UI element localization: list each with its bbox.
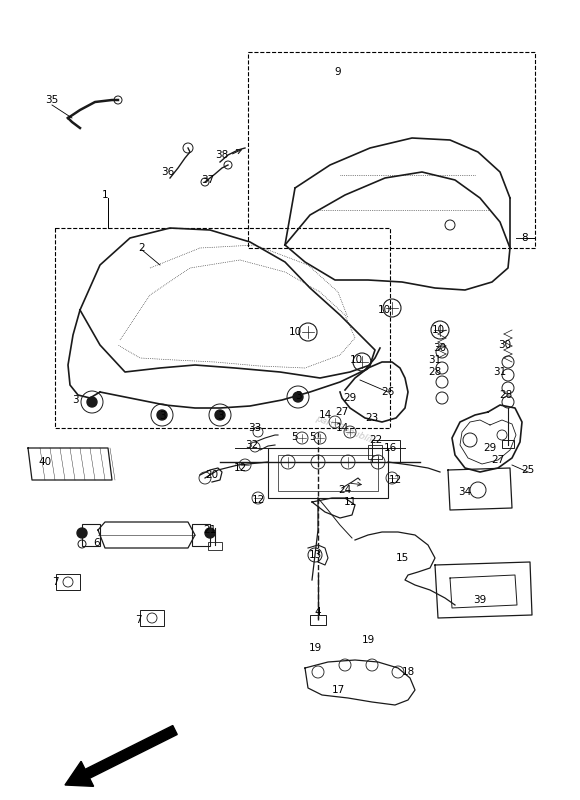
Circle shape	[205, 528, 215, 538]
Text: 28: 28	[499, 390, 513, 400]
Text: 27: 27	[491, 455, 505, 465]
Text: 18: 18	[401, 667, 415, 677]
Text: 21: 21	[204, 525, 216, 535]
Bar	[372, 440, 400, 462]
Text: 37: 37	[201, 175, 215, 185]
Text: 4: 4	[315, 607, 321, 617]
Bar	[310, 615, 326, 625]
Text: 16: 16	[383, 443, 397, 453]
Circle shape	[77, 528, 87, 538]
Text: 3: 3	[72, 395, 78, 405]
Bar	[278, 455, 378, 491]
Text: 40: 40	[38, 457, 52, 467]
Text: 19: 19	[361, 635, 375, 645]
Text: 7: 7	[135, 615, 142, 625]
Text: 39: 39	[473, 595, 487, 605]
Text: 30: 30	[433, 343, 447, 353]
Text: 12: 12	[389, 475, 401, 485]
Text: partsRepublik: partsRepublik	[314, 414, 376, 446]
Text: 38: 38	[215, 150, 229, 160]
Text: 30: 30	[498, 340, 512, 350]
Text: 8: 8	[521, 233, 528, 243]
Text: 36: 36	[161, 167, 175, 177]
Bar	[55, 228, 390, 428]
Text: 17: 17	[331, 685, 345, 695]
Text: 3: 3	[159, 411, 165, 421]
Bar	[208, 542, 222, 550]
Text: 10: 10	[432, 325, 444, 335]
Text: 26: 26	[382, 387, 394, 397]
Text: 29: 29	[483, 443, 496, 453]
Text: 14: 14	[335, 423, 349, 433]
FancyArrow shape	[65, 726, 177, 786]
Text: 34: 34	[458, 487, 472, 497]
Text: 6: 6	[94, 538, 100, 548]
Text: 2: 2	[139, 243, 146, 253]
Text: 23: 23	[365, 413, 379, 423]
Text: 7: 7	[52, 577, 59, 587]
Bar	[248, 52, 535, 248]
Text: 19: 19	[309, 643, 322, 653]
Text: 32: 32	[245, 440, 259, 450]
Bar	[56, 574, 80, 590]
Text: 24: 24	[338, 485, 351, 495]
Text: 28: 28	[429, 367, 441, 377]
Text: 25: 25	[521, 465, 535, 475]
Bar	[368, 445, 382, 459]
Circle shape	[87, 397, 97, 407]
Text: 35: 35	[45, 95, 59, 105]
Text: 10: 10	[288, 327, 302, 337]
Text: 14: 14	[318, 410, 332, 420]
Text: 10: 10	[378, 305, 390, 315]
Bar	[140, 610, 164, 626]
Bar	[268, 448, 388, 498]
Bar	[82, 524, 100, 546]
Circle shape	[157, 410, 167, 420]
Text: 29: 29	[343, 393, 357, 403]
Text: 12: 12	[233, 463, 246, 473]
Text: 31: 31	[429, 355, 441, 365]
Text: 11: 11	[343, 497, 357, 507]
Text: 27: 27	[335, 407, 349, 417]
Bar	[502, 440, 514, 448]
Text: 5: 5	[309, 432, 316, 442]
Circle shape	[215, 410, 225, 420]
Text: 13: 13	[309, 550, 322, 560]
Text: 12: 12	[251, 495, 264, 505]
Text: 20: 20	[205, 470, 219, 480]
Text: 5: 5	[292, 432, 298, 442]
Text: 9: 9	[335, 67, 341, 77]
Text: 15: 15	[396, 553, 409, 563]
Text: 31: 31	[494, 367, 506, 377]
Text: 1: 1	[102, 190, 108, 200]
Text: 22: 22	[369, 435, 383, 445]
Text: 3: 3	[217, 411, 223, 421]
Text: 3: 3	[295, 391, 302, 401]
Text: 10: 10	[349, 355, 362, 365]
Bar	[192, 524, 210, 546]
Circle shape	[293, 392, 303, 402]
Text: 33: 33	[248, 423, 262, 433]
